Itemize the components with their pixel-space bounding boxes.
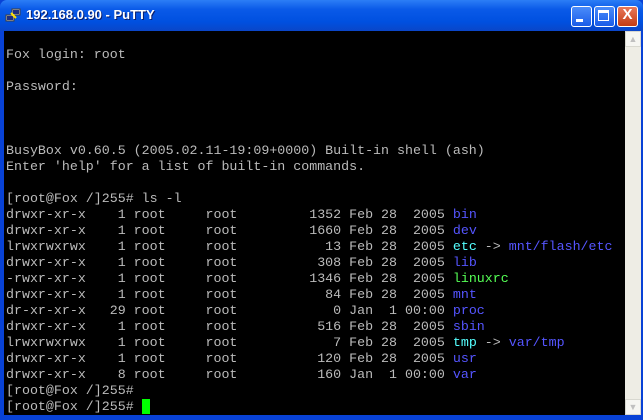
terminal-line: lrwxrwxrwx 1 root root 7 Feb 28 2005 tmp… [6,335,565,351]
terminal-text: dr-xr-xr-x 29 root root 0 Jan 1 00:00 [6,303,453,318]
file-name-dir: mnt/flash/etc [508,239,613,254]
putty-icon [5,8,21,22]
terminal-line: drwxr-xr-x 1 root root 1660 Feb 28 2005 … [6,223,477,239]
file-name-dir: bin [452,207,477,222]
window-title: 192.168.0.90 - PuTTY [26,7,155,22]
title-bar[interactable]: 192.168.0.90 - PuTTY X [0,0,643,31]
file-name-dir: var/tmp [508,335,565,350]
file-name-dir: proc [452,303,485,318]
terminal-line: Enter 'help' for a list of built-in comm… [6,159,365,175]
terminal-output[interactable]: Fox login: root Password: BusyBox v0.60.5 … [4,31,625,415]
terminal-text: [root@Fox /]255# ls -l [6,191,182,206]
file-name-dir: dev [452,223,477,238]
scroll-down-arrow-icon[interactable]: ▼ [625,399,641,415]
file-name-dir: lib [452,255,477,270]
terminal-text: drwxr-xr-x 1 root root 84 Feb 28 2005 [6,287,453,302]
terminal-line: -rwxr-xr-x 1 root root 1346 Feb 28 2005 … [6,271,509,287]
terminal-line: drwxr-xr-x 1 root root 84 Feb 28 2005 mn… [6,287,477,303]
terminal-text: Password: [6,79,78,94]
file-name-exec: linuxrc [452,271,509,286]
terminal-text: Fox login: root [6,47,126,62]
file-name-dir: usr [452,351,477,366]
terminal-line: drwxr-xr-x 1 root root 120 Feb 28 2005 u… [6,351,477,367]
terminal-line: Password: [6,79,78,95]
terminal-text: drwxr-xr-x 1 root root 516 Feb 28 2005 [6,319,453,334]
minimize-button[interactable] [571,6,592,27]
terminal-text: lrwxrwxrwx 1 root root 13 Feb 28 2005 [6,239,453,254]
vertical-scrollbar[interactable]: ▲ ▼ [625,31,641,415]
terminal-text: drwxr-xr-x 1 root root 1660 Feb 28 2005 [6,223,453,238]
terminal-line: [root@Fox /]255# [6,383,134,399]
terminal-text: -rwxr-xr-x 1 root root 1346 Feb 28 2005 [6,271,453,286]
terminal-line: BusyBox v0.60.5 (2005.02.11-19:09+0000) … [6,143,485,159]
file-name-dir: mnt [452,287,477,302]
terminal-text: drwxr-xr-x 1 root root 308 Feb 28 2005 [6,255,453,270]
close-button[interactable]: X [617,6,638,27]
file-name-dir: sbin [452,319,485,334]
file-name-dir: var [452,367,477,382]
terminal-text: [root@Fox /]255# [6,399,142,414]
terminal-text: Enter 'help' for a list of built-in comm… [6,159,366,174]
terminal-text: -> [476,335,509,350]
terminal-line: drwxr-xr-x 1 root root 1352 Feb 28 2005 … [6,207,477,223]
terminal-text: drwxr-xr-x 1 root root 120 Feb 28 2005 [6,351,453,366]
terminal-line: drwxr-xr-x 8 root root 160 Jan 1 00:00 v… [6,367,477,383]
terminal-line: lrwxrwxrwx 1 root root 13 Feb 28 2005 et… [6,239,612,255]
terminal-line: drwxr-xr-x 1 root root 308 Feb 28 2005 l… [6,255,477,271]
terminal-text: BusyBox v0.60.5 (2005.02.11-19:09+0000) … [6,143,485,158]
terminal-line: drwxr-xr-x 1 root root 516 Feb 28 2005 s… [6,319,485,335]
terminal-text: [root@Fox /]255# [6,383,134,398]
terminal-text: lrwxrwxrwx 1 root root 7 Feb 28 2005 [6,335,453,350]
scroll-up-arrow-icon[interactable]: ▲ [625,31,641,47]
file-name-link: tmp [452,335,477,350]
terminal-text: drwxr-xr-x 8 root root 160 Jan 1 00:00 [6,367,453,382]
terminal-line: [root@Fox /]255# ls -l [6,191,182,207]
terminal-text: drwxr-xr-x 1 root root 1352 Feb 28 2005 [6,207,453,222]
file-name-link: etc [452,239,477,254]
terminal-line: [root@Fox /]255# [6,399,150,415]
text-cursor [141,399,150,414]
terminal-line: dr-xr-xr-x 29 root root 0 Jan 1 00:00 pr… [6,303,485,319]
maximize-button[interactable] [594,6,615,27]
terminal-line: Fox login: root [6,47,126,63]
close-icon: X [622,6,633,23]
terminal-text: -> [476,239,509,254]
